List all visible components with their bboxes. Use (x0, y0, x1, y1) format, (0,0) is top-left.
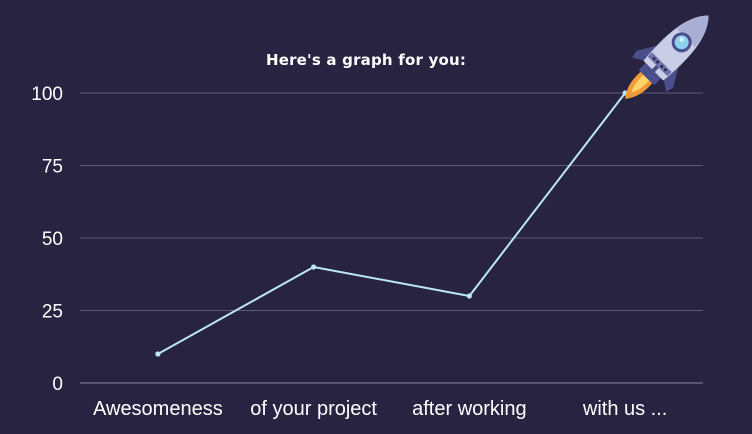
x-tick-label: Awesomeness (93, 398, 223, 420)
rocket-icon (625, 15, 709, 99)
data-point (155, 351, 161, 357)
data-point (311, 264, 317, 270)
y-axis-ticks: 0 25 50 75 100 (31, 84, 63, 395)
grid-lines (80, 92, 703, 384)
y-tick-label: 100 (31, 84, 63, 105)
data-point (466, 293, 472, 299)
x-tick-label: after working (412, 398, 527, 420)
x-axis-ticks: Awesomeness of your project after working w… (93, 398, 667, 420)
y-tick-label: 50 (42, 229, 63, 250)
series-line (157, 92, 626, 355)
chart-title: Here's a graph for you: (265, 51, 467, 69)
x-tick-label: with us ... (582, 398, 667, 420)
y-tick-label: 0 (52, 374, 63, 395)
y-tick-label: 75 (42, 157, 63, 178)
y-tick-label: 25 (42, 302, 63, 323)
x-tick-label: of your project (250, 398, 377, 420)
series-layer (155, 90, 628, 357)
